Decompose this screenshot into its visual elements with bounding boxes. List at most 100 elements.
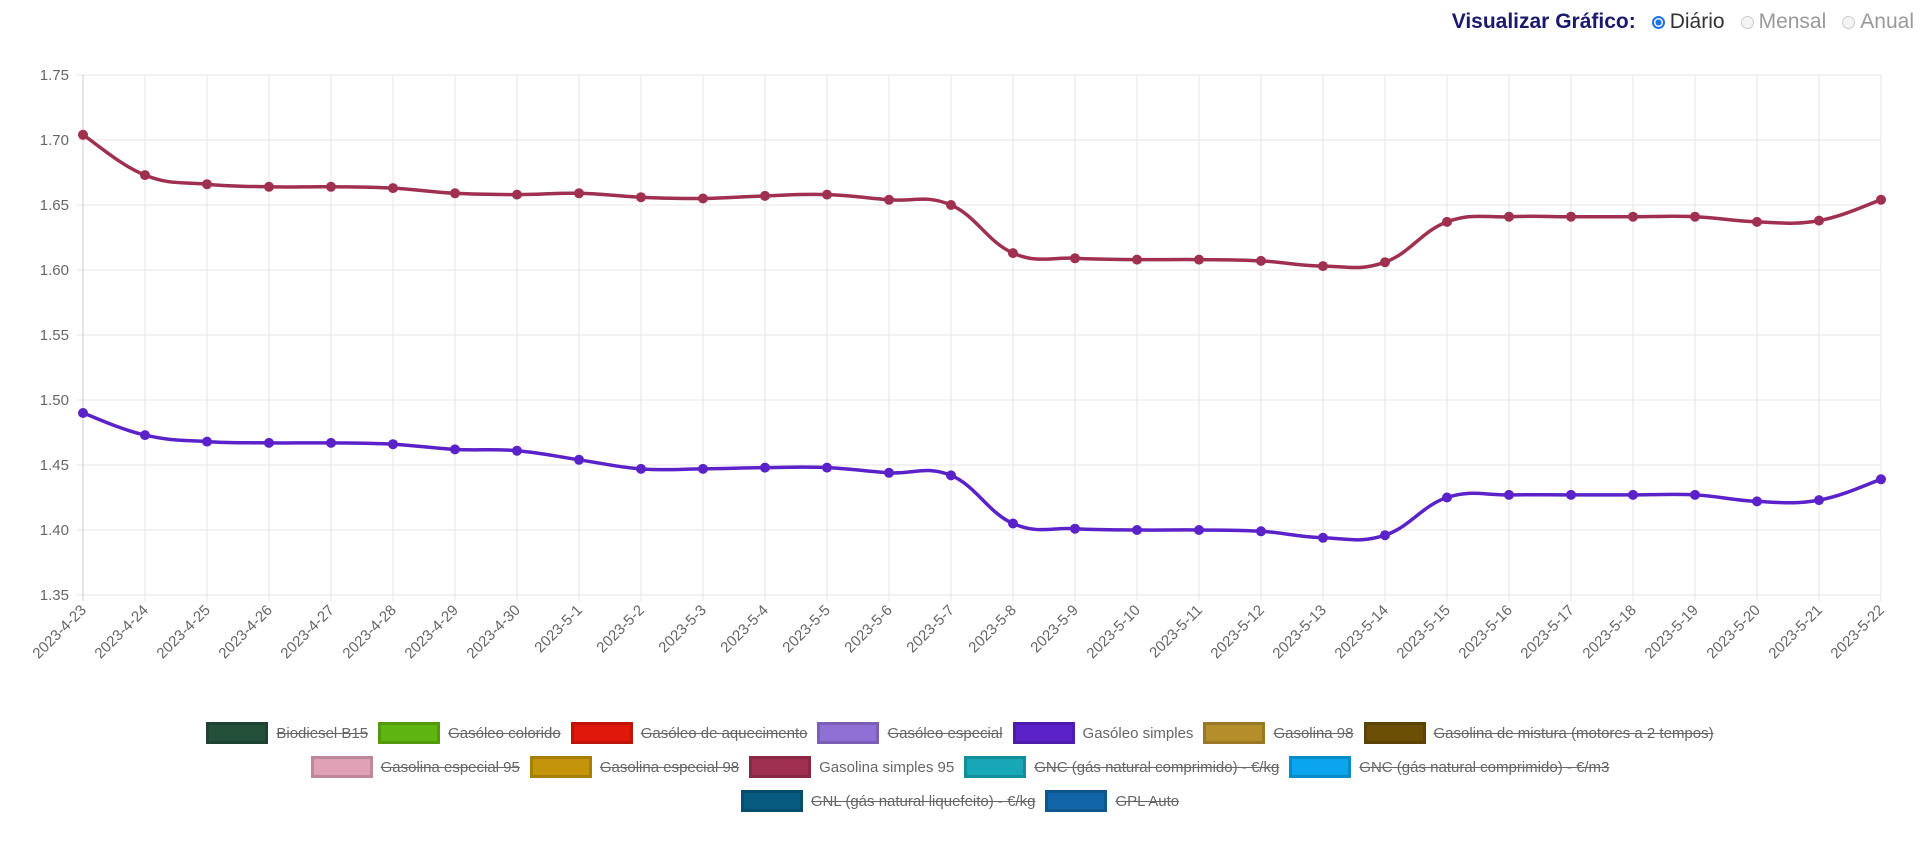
legend-item[interactable]: Gasóleo simples (1012, 722, 1193, 744)
legend-item[interactable]: Gasóleo de aquecimento (570, 722, 808, 744)
data-point (1380, 257, 1390, 268)
legend-item[interactable]: GPL Auto (1045, 790, 1179, 812)
view-selector-title: Visualizar Gráfico: (1451, 10, 1636, 33)
legend-label: Gasolina 98 (1273, 724, 1354, 742)
radio-anual[interactable]: Anual (1842, 10, 1914, 34)
legend-label: Gasóleo colorido (448, 724, 561, 742)
data-point (1256, 526, 1266, 537)
radio-mensal[interactable]: Mensal (1740, 10, 1827, 34)
data-point (1752, 496, 1762, 507)
data-point (1442, 492, 1452, 503)
radio-label: Mensal (1758, 10, 1827, 33)
legend-swatch (378, 722, 441, 744)
radio-label: Anual (1860, 10, 1914, 33)
data-point (1256, 255, 1266, 266)
data-point (78, 408, 88, 418)
legend-label: Gasolina simples 95 (819, 758, 955, 776)
legend-item[interactable]: Gasolina de mistura (motores a 2 tempos) (1363, 722, 1714, 744)
x-tick-label: 2023-5-4 (717, 602, 771, 656)
data-point (1876, 474, 1886, 485)
legend-item[interactable]: Gasóleo especial (817, 722, 1003, 744)
data-point (1442, 216, 1452, 227)
x-tick-label: 2023-5-6 (841, 602, 895, 656)
data-point (760, 462, 770, 473)
y-tick-label: 1.35 (40, 587, 69, 604)
data-point (822, 189, 832, 200)
data-point (946, 200, 956, 210)
data-point (1814, 215, 1824, 226)
data-point (760, 190, 770, 201)
data-point (884, 194, 894, 205)
x-tick-label: 2023-5-21 (1765, 602, 1825, 662)
radio-diario[interactable]: Diário (1651, 10, 1725, 34)
legend-item[interactable]: Biodiesel B15 (206, 722, 368, 744)
legend-swatch (1012, 722, 1075, 744)
legend-swatch (964, 756, 1027, 778)
legend-item[interactable]: GNL (gás natural liquefeito) - €/kg (740, 790, 1035, 812)
radio-icon[interactable] (1740, 15, 1754, 29)
x-tick-label: 2023-5-1 (531, 602, 585, 656)
x-tick-label: 2023-5-15 (1393, 602, 1453, 662)
x-tick-label: 2023-4-28 (339, 602, 399, 662)
legend: Biodiesel B15 Gasóleo colorido Gasóleo de … (0, 716, 1920, 818)
data-point (1070, 523, 1080, 534)
legend-label: Gasolina especial 95 (380, 758, 520, 776)
x-tick-label: 2023-4-23 (29, 602, 89, 662)
data-point (1690, 211, 1700, 222)
legend-row: Biodiesel B15 Gasóleo colorido Gasóleo de … (0, 716, 1920, 750)
data-point (1008, 518, 1018, 529)
x-tick-label: 2023-4-25 (153, 602, 213, 662)
legend-label: Gasolina especial 98 (599, 758, 740, 776)
data-point (326, 437, 336, 448)
legend-item[interactable]: Gasóleo colorido (378, 722, 561, 744)
y-tick-label: 1.55 (40, 327, 69, 344)
legend-item[interactable]: Gasolina simples 95 (749, 756, 954, 778)
data-point (512, 445, 522, 456)
data-point (1504, 489, 1514, 500)
x-tick-label: 2023-4-29 (401, 602, 461, 662)
legend-label: Biodiesel B15 (276, 724, 369, 742)
data-point (1318, 532, 1328, 543)
legend-row: GNL (gás natural liquefeito) - €/kg GPL A… (0, 784, 1920, 818)
legend-swatch (570, 722, 633, 744)
data-point (636, 463, 646, 474)
x-tick-label: 2023-4-24 (91, 602, 151, 662)
legend-item[interactable]: Gasolina 98 (1203, 722, 1354, 744)
legend-label: Gasóleo especial (887, 724, 1003, 742)
radio-icon[interactable] (1651, 15, 1665, 29)
data-point (698, 193, 708, 204)
data-point (388, 183, 398, 194)
data-point (1876, 194, 1886, 205)
x-tick-label: 2023-5-17 (1517, 602, 1577, 662)
radio-label: Diário (1669, 10, 1725, 33)
data-point (1318, 261, 1328, 272)
data-point (388, 439, 398, 450)
legend-swatch (310, 756, 373, 778)
data-point (1504, 211, 1514, 222)
data-point (1194, 525, 1204, 535)
legend-swatch (749, 756, 812, 778)
x-tick-label: 2023-5-19 (1641, 602, 1701, 662)
data-point (202, 436, 212, 447)
legend-item[interactable]: GNC (gás natural comprimido) - €/kg (964, 756, 1279, 778)
x-tick-label: 2023-4-26 (215, 602, 275, 662)
legend-swatch (740, 790, 803, 812)
view-selector: Visualizar Gráfico: Diário Mensal Anual (1452, 10, 1914, 34)
data-point (202, 179, 212, 190)
data-point (946, 470, 956, 481)
x-tick-label: 2023-5-3 (655, 602, 709, 656)
legend-item[interactable]: Gasolina especial 98 (529, 756, 740, 778)
radio-icon[interactable] (1842, 15, 1856, 29)
legend-label: Gasóleo de aquecimento (640, 724, 808, 742)
data-point (1132, 525, 1142, 535)
y-tick-label: 1.65 (40, 197, 69, 214)
x-tick-label: 2023-5-2 (593, 602, 647, 656)
legend-item[interactable]: Gasolina especial 95 (310, 756, 520, 778)
data-point (78, 129, 88, 140)
x-tick-label: 2023-5-8 (965, 602, 1019, 656)
data-point (1380, 530, 1390, 541)
x-tick-label: 2023-5-16 (1455, 602, 1515, 662)
legend-item[interactable]: GNC (gás natural comprimido) - €/m3 (1289, 756, 1609, 778)
legend-swatch (529, 756, 592, 778)
